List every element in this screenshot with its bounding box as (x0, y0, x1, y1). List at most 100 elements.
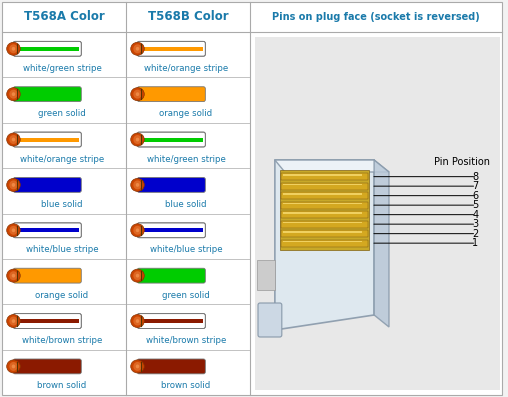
Ellipse shape (131, 178, 144, 191)
Ellipse shape (136, 47, 139, 51)
Ellipse shape (7, 224, 20, 237)
Text: T568B Color: T568B Color (148, 10, 229, 23)
Ellipse shape (12, 364, 15, 368)
Ellipse shape (7, 269, 20, 282)
Ellipse shape (131, 224, 144, 237)
FancyBboxPatch shape (137, 314, 205, 328)
Ellipse shape (133, 362, 142, 371)
Bar (281, 230, 368, 237)
Ellipse shape (9, 180, 18, 189)
Ellipse shape (9, 271, 18, 280)
Bar (283, 231, 362, 233)
Text: 3: 3 (472, 219, 479, 229)
FancyBboxPatch shape (137, 41, 205, 56)
Text: T568A Color: T568A Color (24, 10, 104, 23)
Ellipse shape (131, 314, 144, 328)
Ellipse shape (9, 135, 18, 144)
FancyBboxPatch shape (13, 223, 81, 238)
Ellipse shape (12, 228, 15, 232)
Bar (283, 222, 362, 224)
Text: white/green stripe: white/green stripe (22, 64, 102, 73)
Text: orange solid: orange solid (160, 109, 213, 118)
FancyBboxPatch shape (13, 314, 81, 328)
Ellipse shape (136, 319, 139, 323)
FancyBboxPatch shape (13, 87, 81, 102)
Text: white/brown stripe: white/brown stripe (22, 336, 102, 345)
Bar (283, 241, 362, 243)
Text: white/orange stripe: white/orange stripe (20, 154, 104, 164)
Bar (281, 192, 368, 199)
Ellipse shape (136, 92, 139, 96)
Ellipse shape (133, 226, 142, 235)
FancyBboxPatch shape (13, 177, 81, 192)
FancyBboxPatch shape (137, 132, 205, 147)
Bar (281, 173, 368, 180)
Ellipse shape (9, 316, 18, 326)
Bar (281, 240, 368, 247)
Text: 5: 5 (472, 200, 479, 210)
Bar (283, 184, 362, 185)
FancyBboxPatch shape (13, 268, 81, 283)
Ellipse shape (136, 228, 139, 232)
Ellipse shape (131, 133, 144, 146)
Bar (281, 211, 368, 218)
Ellipse shape (131, 360, 144, 373)
Bar (283, 203, 362, 204)
Text: green solid: green solid (162, 291, 210, 300)
Text: 6: 6 (472, 191, 479, 200)
Bar (283, 212, 362, 214)
Text: blue solid: blue solid (41, 200, 83, 209)
Bar (281, 202, 368, 208)
Ellipse shape (7, 42, 20, 55)
Bar (15, 319, 79, 323)
Text: white/green stripe: white/green stripe (147, 154, 226, 164)
Text: orange solid: orange solid (36, 291, 88, 300)
Ellipse shape (12, 47, 15, 51)
FancyBboxPatch shape (137, 223, 205, 238)
Ellipse shape (9, 226, 18, 235)
Ellipse shape (7, 314, 20, 328)
Ellipse shape (12, 274, 15, 278)
Bar (255, 37, 500, 390)
Bar (257, 260, 275, 290)
Ellipse shape (12, 319, 15, 323)
Bar (281, 183, 368, 190)
Ellipse shape (131, 269, 144, 282)
Bar (280, 170, 369, 250)
FancyBboxPatch shape (137, 177, 205, 192)
Bar (139, 137, 203, 141)
Ellipse shape (133, 44, 142, 53)
Polygon shape (275, 160, 389, 172)
Text: brown solid: brown solid (162, 382, 211, 390)
Bar (15, 228, 79, 232)
Ellipse shape (131, 88, 144, 101)
Ellipse shape (136, 274, 139, 278)
Text: white/blue stripe: white/blue stripe (26, 245, 99, 254)
Text: 1: 1 (472, 238, 479, 248)
Ellipse shape (131, 42, 144, 55)
Text: 2: 2 (472, 229, 479, 239)
Bar (283, 193, 362, 195)
FancyBboxPatch shape (13, 132, 81, 147)
Text: white/blue stripe: white/blue stripe (150, 245, 223, 254)
Text: 8: 8 (472, 172, 479, 182)
Polygon shape (374, 160, 389, 327)
Text: Pins on plug face (socket is reversed): Pins on plug face (socket is reversed) (272, 12, 480, 22)
Ellipse shape (136, 138, 139, 141)
Ellipse shape (133, 316, 142, 326)
Ellipse shape (133, 135, 142, 144)
Ellipse shape (12, 183, 15, 187)
Text: white/brown stripe: white/brown stripe (146, 336, 226, 345)
Text: 4: 4 (472, 210, 479, 220)
FancyBboxPatch shape (13, 41, 81, 56)
Ellipse shape (12, 92, 15, 96)
Bar (15, 137, 79, 141)
Bar (281, 221, 368, 227)
Ellipse shape (7, 88, 20, 101)
FancyBboxPatch shape (13, 359, 81, 374)
Ellipse shape (133, 90, 142, 99)
FancyBboxPatch shape (137, 87, 205, 102)
Ellipse shape (9, 362, 18, 371)
Polygon shape (275, 160, 374, 330)
Ellipse shape (136, 183, 139, 187)
